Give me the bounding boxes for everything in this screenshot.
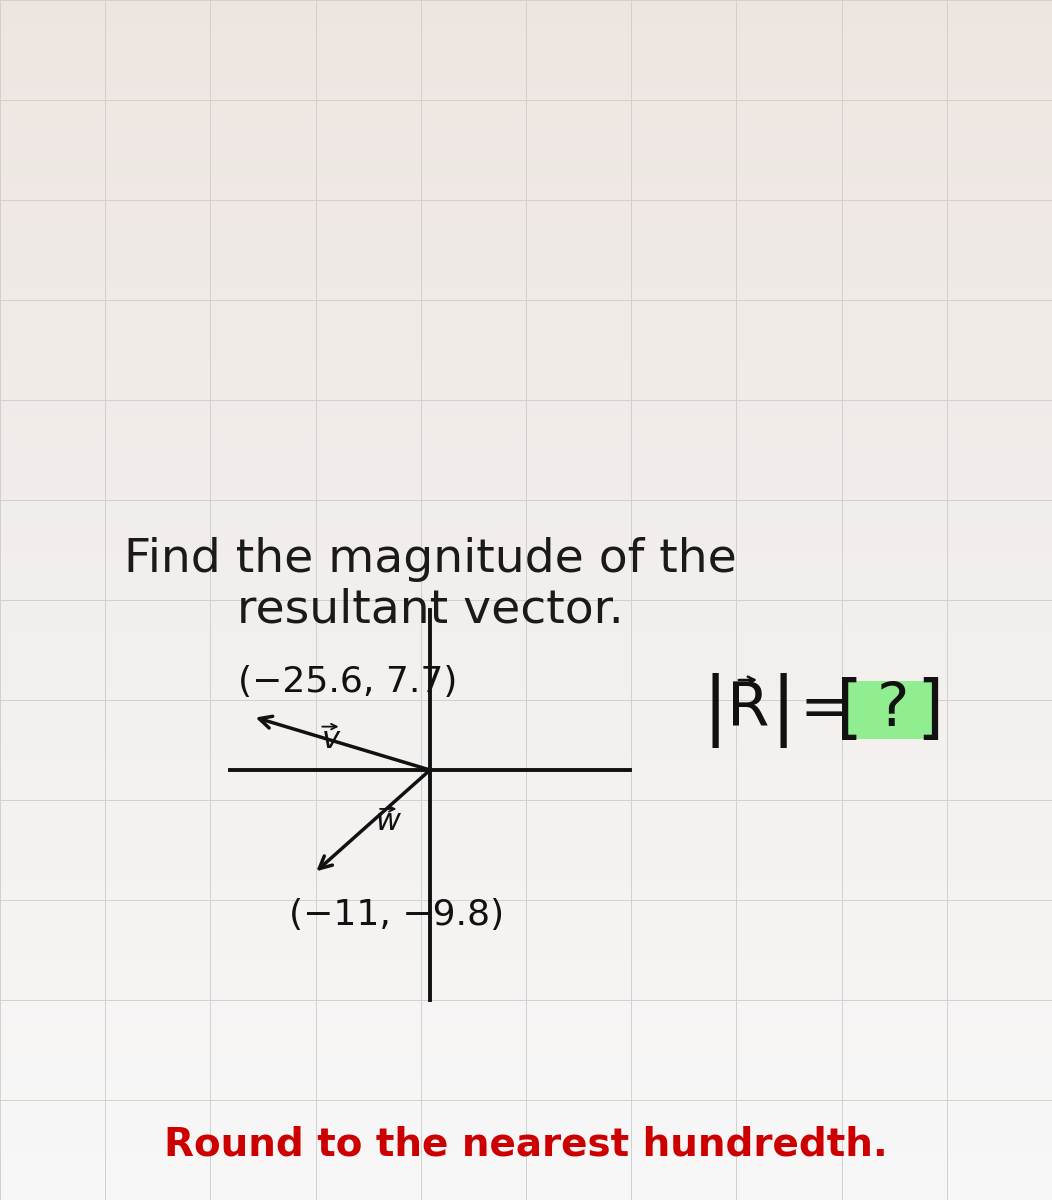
Bar bbox=[0, 1170, 1052, 1186]
Bar bbox=[0, 0, 1052, 14]
Bar bbox=[0, 646, 1052, 660]
Text: v: v bbox=[322, 725, 340, 754]
Bar bbox=[0, 60, 1052, 74]
Bar bbox=[0, 314, 1052, 330]
Bar bbox=[0, 990, 1052, 1006]
Bar bbox=[0, 30, 1052, 44]
Bar bbox=[0, 600, 1052, 614]
Text: |: | bbox=[703, 672, 728, 748]
Bar bbox=[0, 240, 1052, 254]
Text: resultant vector.: resultant vector. bbox=[237, 588, 624, 632]
Bar bbox=[0, 826, 1052, 840]
Bar bbox=[0, 554, 1052, 570]
Text: =: = bbox=[800, 680, 851, 739]
Bar bbox=[0, 946, 1052, 960]
Bar bbox=[0, 1110, 1052, 1126]
Bar bbox=[0, 360, 1052, 374]
Bar bbox=[0, 374, 1052, 390]
Bar bbox=[0, 720, 1052, 734]
Bar bbox=[0, 690, 1052, 704]
Bar bbox=[0, 104, 1052, 120]
Bar bbox=[0, 434, 1052, 450]
Text: R: R bbox=[727, 680, 769, 739]
Bar bbox=[0, 1050, 1052, 1066]
Bar bbox=[0, 750, 1052, 766]
Bar bbox=[845, 680, 935, 739]
Bar bbox=[0, 284, 1052, 300]
Bar bbox=[0, 1140, 1052, 1154]
Bar bbox=[0, 194, 1052, 210]
Bar bbox=[0, 120, 1052, 134]
Bar bbox=[0, 74, 1052, 90]
Bar bbox=[0, 854, 1052, 870]
Bar bbox=[0, 270, 1052, 284]
Bar bbox=[0, 900, 1052, 914]
Bar bbox=[0, 1020, 1052, 1034]
Bar bbox=[0, 1126, 1052, 1140]
Bar bbox=[0, 14, 1052, 30]
Bar bbox=[0, 390, 1052, 404]
Bar bbox=[0, 526, 1052, 540]
Bar bbox=[0, 510, 1052, 526]
Bar bbox=[0, 540, 1052, 554]
Bar bbox=[0, 570, 1052, 584]
Text: |: | bbox=[770, 672, 795, 748]
Bar bbox=[0, 780, 1052, 794]
Bar bbox=[0, 180, 1052, 194]
Bar bbox=[0, 164, 1052, 180]
Bar bbox=[0, 420, 1052, 434]
Text: w: w bbox=[376, 808, 401, 836]
Bar bbox=[0, 150, 1052, 164]
Bar bbox=[0, 1006, 1052, 1020]
Bar bbox=[0, 1034, 1052, 1050]
Bar bbox=[0, 704, 1052, 720]
Bar bbox=[0, 960, 1052, 974]
Bar bbox=[0, 1186, 1052, 1200]
Text: Round to the nearest hundredth.: Round to the nearest hundredth. bbox=[164, 1126, 888, 1164]
Text: ]: ] bbox=[916, 677, 944, 744]
Bar bbox=[0, 494, 1052, 510]
Bar bbox=[0, 330, 1052, 346]
Bar bbox=[0, 766, 1052, 780]
Bar bbox=[0, 974, 1052, 990]
Bar bbox=[0, 930, 1052, 946]
Bar bbox=[0, 614, 1052, 630]
Text: Find the magnitude of the: Find the magnitude of the bbox=[124, 538, 736, 582]
Text: ?: ? bbox=[876, 680, 909, 739]
Text: (−25.6, 7.7): (−25.6, 7.7) bbox=[238, 665, 458, 698]
Bar bbox=[0, 630, 1052, 646]
Bar bbox=[0, 660, 1052, 674]
Bar bbox=[0, 90, 1052, 104]
Bar bbox=[0, 44, 1052, 60]
Bar bbox=[0, 300, 1052, 314]
Bar bbox=[0, 1066, 1052, 1080]
Bar bbox=[0, 1094, 1052, 1110]
Bar bbox=[0, 840, 1052, 854]
Bar bbox=[0, 810, 1052, 826]
Bar bbox=[0, 886, 1052, 900]
Bar bbox=[0, 480, 1052, 494]
Bar bbox=[0, 674, 1052, 690]
Bar bbox=[0, 1154, 1052, 1170]
Bar bbox=[0, 134, 1052, 150]
Text: (−11, −9.8): (−11, −9.8) bbox=[289, 898, 504, 932]
Bar bbox=[0, 346, 1052, 360]
Bar bbox=[0, 794, 1052, 810]
Bar bbox=[0, 226, 1052, 240]
Bar bbox=[0, 464, 1052, 480]
Text: [: [ bbox=[836, 677, 864, 744]
Bar bbox=[0, 734, 1052, 750]
Bar bbox=[0, 404, 1052, 420]
Bar bbox=[0, 584, 1052, 600]
Bar bbox=[0, 914, 1052, 930]
Bar bbox=[0, 1080, 1052, 1094]
Bar bbox=[0, 254, 1052, 270]
Bar bbox=[0, 210, 1052, 226]
Bar bbox=[0, 870, 1052, 886]
Bar bbox=[0, 450, 1052, 464]
